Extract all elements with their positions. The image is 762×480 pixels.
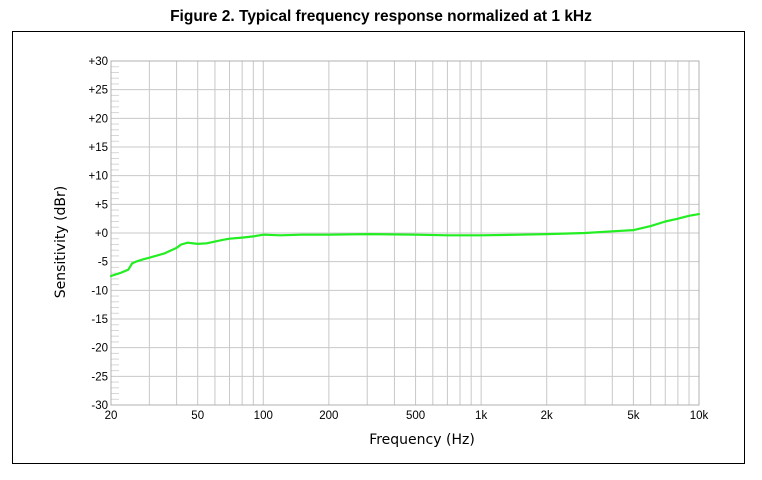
y-tick-label: +20 <box>88 113 108 125</box>
x-tick-label: 100 <box>254 410 273 422</box>
y-tick-label: -20 <box>91 343 108 355</box>
series-group <box>109 213 701 278</box>
x-tick-labels: 20 50 100 200 500 1k 2k 5k 10k <box>105 410 709 422</box>
x-axis-label: Frequency (Hz) <box>369 432 475 448</box>
x-tick-label: 10k <box>690 410 709 422</box>
y-tick-label: -25 <box>91 371 108 383</box>
grid-minor <box>111 66 119 400</box>
x-tick-label: 20 <box>105 410 118 422</box>
y-tick-labels: +30 +25 +20 +15 +10 +5 +0 -5 -10 -15 -20 -25 -30 <box>88 56 108 412</box>
y-tick-label: +15 <box>88 142 108 154</box>
x-tick-label: 2k <box>541 410 553 422</box>
y-tick-label: +25 <box>88 85 108 97</box>
grid-major <box>110 60 700 406</box>
x-tick-label: 200 <box>319 410 338 422</box>
x-tick-label: 5k <box>627 410 639 422</box>
y-axis-label: Sensitivity (dBr) <box>53 186 69 299</box>
figure-title: Figure 2. Typical frequency response nor… <box>170 8 592 25</box>
y-tick-label: -10 <box>91 285 108 297</box>
series-line <box>109 213 701 278</box>
y-tick-label: +0 <box>95 228 108 240</box>
y-tick-label: +10 <box>88 171 108 183</box>
y-tick-label: -30 <box>91 400 108 412</box>
y-tick-label: -5 <box>98 257 108 269</box>
y-tick-label: +30 <box>88 56 108 68</box>
figure-frame <box>12 31 745 464</box>
x-tick-label: 50 <box>191 410 204 422</box>
y-tick-label: +5 <box>95 199 108 211</box>
x-tick-label: 500 <box>406 410 425 422</box>
y-tick-label: -15 <box>91 314 108 326</box>
plot-area <box>110 60 700 406</box>
x-tick-label: 1k <box>475 410 487 422</box>
